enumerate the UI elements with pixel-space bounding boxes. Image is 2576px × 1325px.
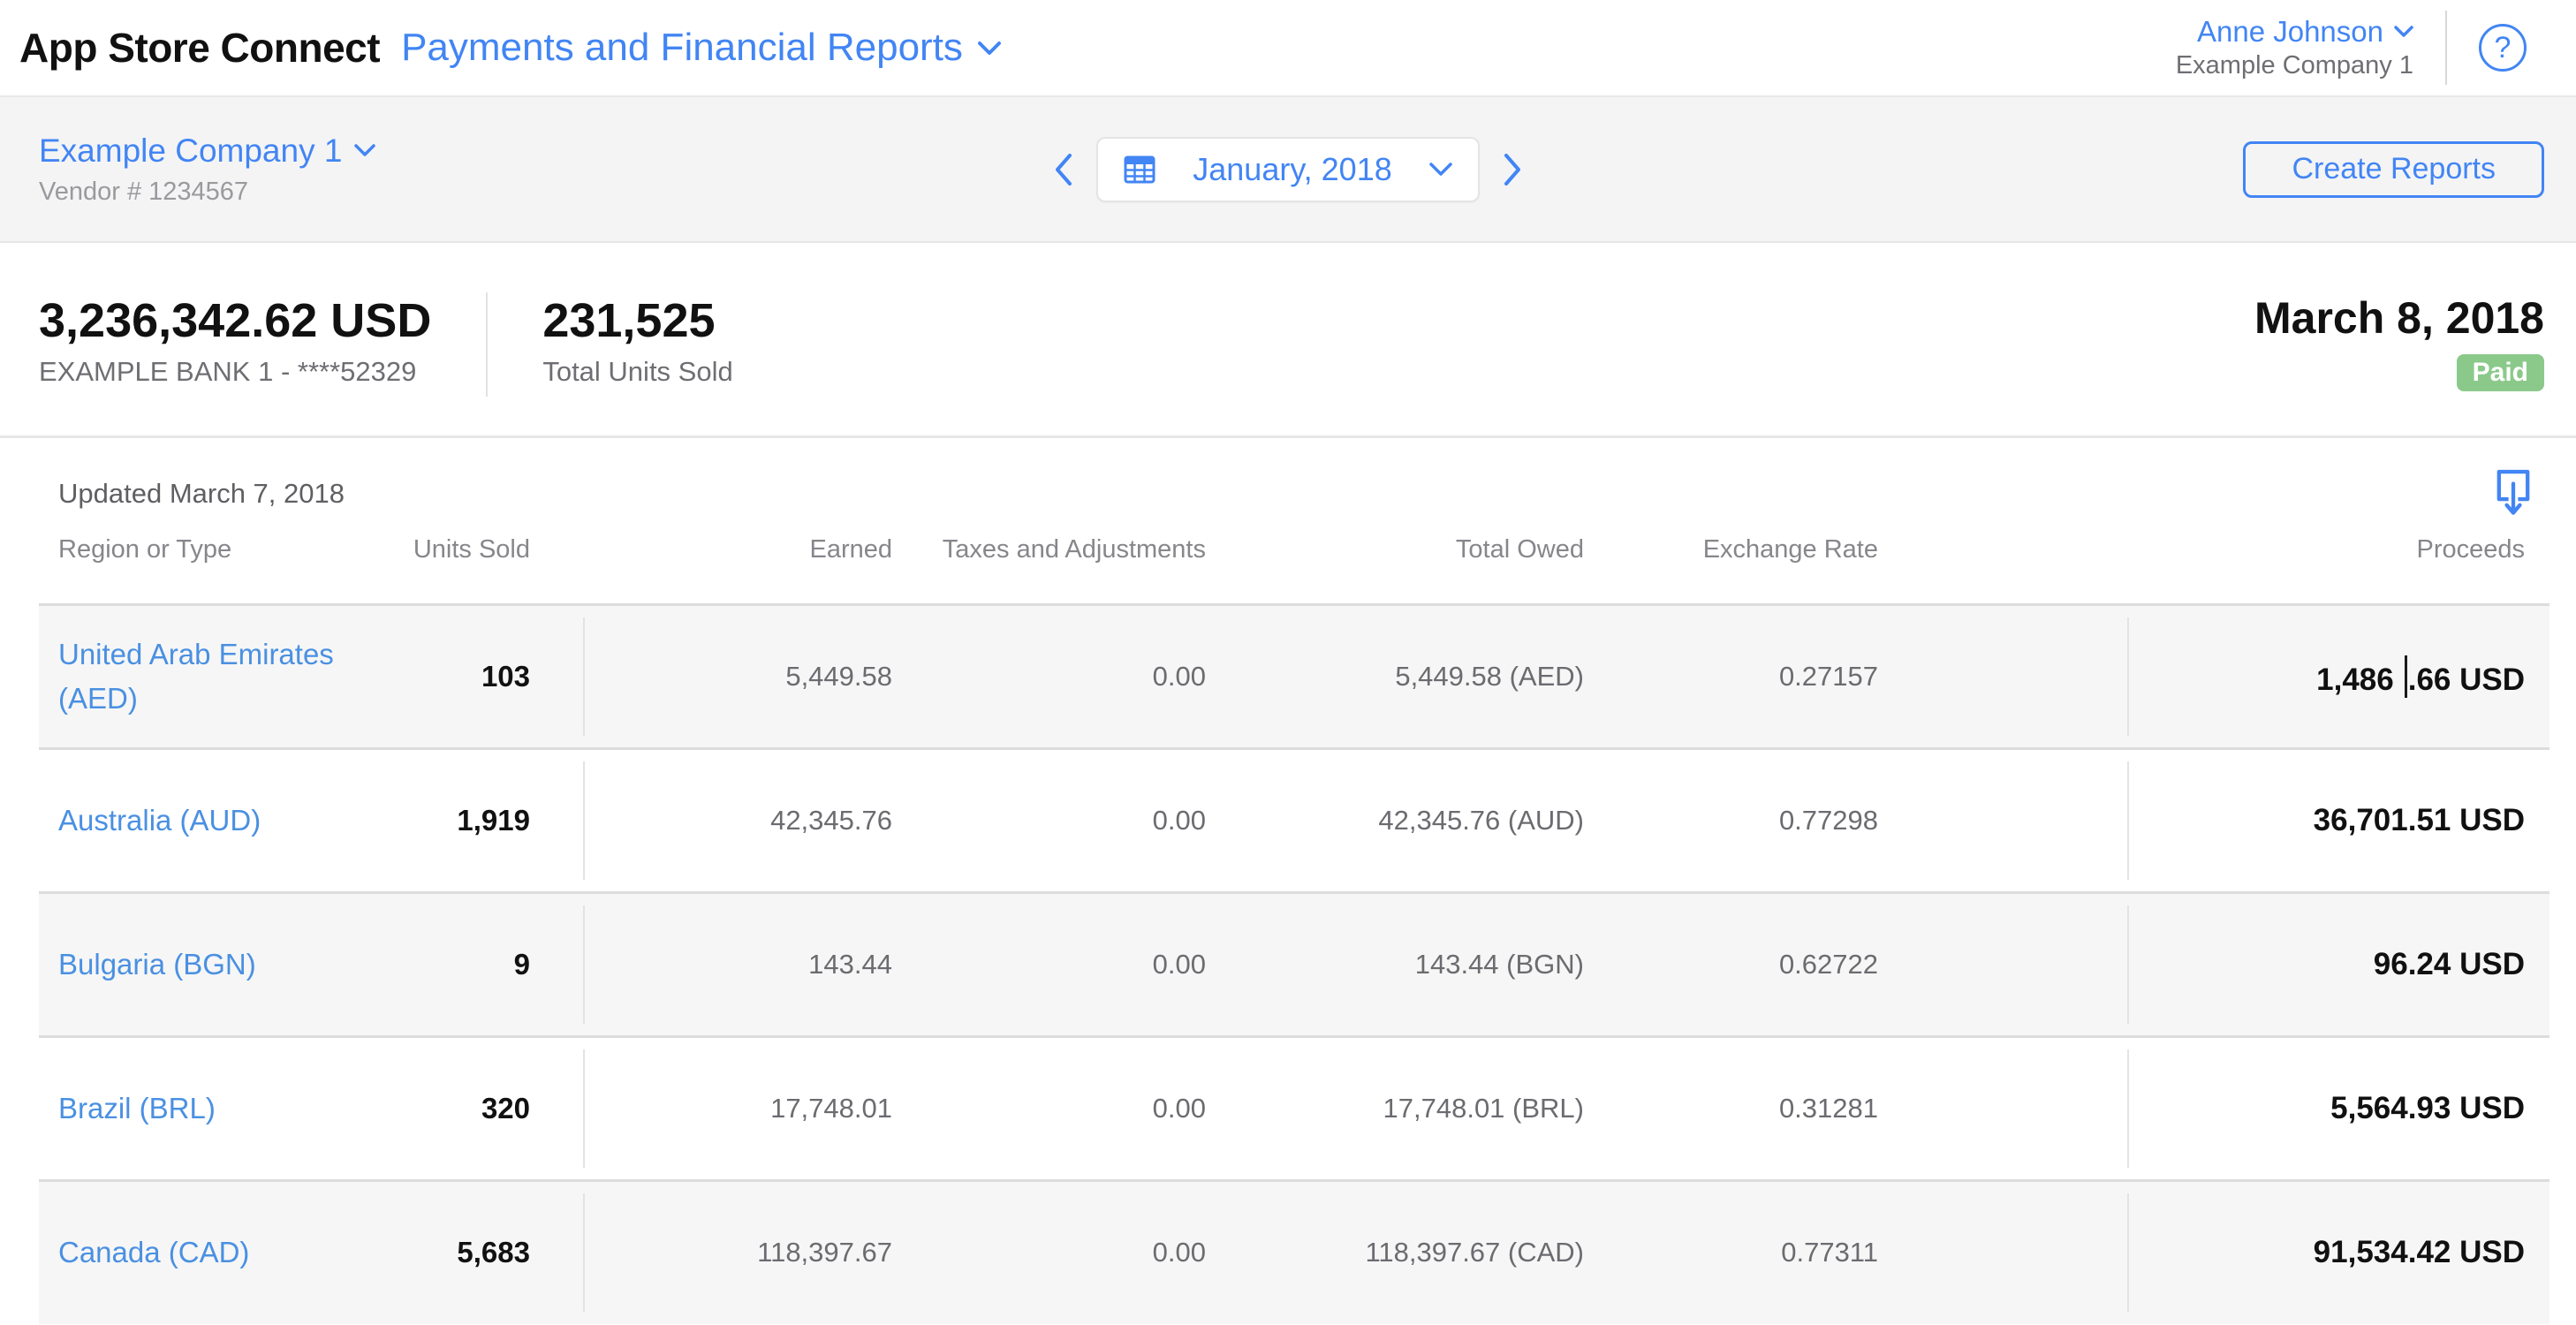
company-selector[interactable]: Example Company 1: [39, 132, 376, 169]
text-cursor-caret: [2404, 655, 2407, 698]
region-link[interactable]: Bulgaria (BGN): [58, 947, 256, 980]
total-owed-cell: 5,449.58 (AED): [1395, 660, 1584, 692]
column-header-total-owed: Total Owed: [1455, 534, 1584, 564]
units-sold-cell: 1,919: [457, 803, 530, 837]
bank-account: EXAMPLE BANK 1 - ****52329: [39, 356, 417, 387]
earned-cell: 17,748.01: [583, 1036, 892, 1180]
taxes-adjustments-cell: 0.00: [1152, 948, 1206, 980]
earned-cell: 42,345.76: [583, 748, 892, 892]
total-units-sold-label: Total Units Sold: [542, 356, 733, 387]
download-box-arrow-icon: [2496, 469, 2530, 515]
earned-cell: 5,449.58: [583, 604, 892, 748]
proceeds-cell: 91,534.42 USD: [2127, 1180, 2549, 1324]
create-reports-button[interactable]: Create Reports: [2243, 140, 2544, 198]
app-title: App Store Connect: [19, 25, 381, 71]
units-sold-cell: 103: [481, 659, 530, 693]
column-header-units-sold: Units Sold: [413, 534, 530, 564]
month-picker[interactable]: January, 2018: [1096, 136, 1480, 202]
payment-summary: 3,236,342.62 USD EXAMPLE BANK 1 - ****52…: [0, 243, 2576, 438]
top-navigation-bar: App Store Connect Payments and Financial…: [0, 0, 2576, 97]
table-row: Canada (CAD) 5,683 118,397.67 0.00 118,397.6…: [39, 1180, 2549, 1324]
report-table-header: Region or Type Units Sold Earned Taxes a…: [39, 519, 2549, 604]
report-toolbar: Example Company 1 Vendor # 1234567: [0, 97, 2576, 243]
chevron-down-icon: [977, 41, 1002, 56]
user-name: Anne Johnson: [2196, 15, 2383, 48]
report-table-body: United Arab Emirates (AED) 103 5,449.58 0.0…: [39, 604, 2549, 1324]
payment-amount: 3,236,342.62 USD: [39, 294, 432, 347]
proceeds-text-before-caret: 1,486: [2316, 662, 2394, 697]
region-cell: Canada (CAD): [39, 1180, 336, 1324]
column-header-earned: Earned: [809, 534, 892, 564]
region-cell: Australia (AUD): [39, 748, 336, 892]
previous-month-button[interactable]: [1054, 152, 1073, 187]
exchange-rate-cell: 0.31281: [1778, 1092, 1878, 1124]
earned-cell: 143.44: [583, 892, 892, 1036]
table-row: United Arab Emirates (AED) 103 5,449.58 0.0…: [39, 604, 2549, 748]
total-owed-cell: 17,748.01 (BRL): [1383, 1092, 1584, 1124]
user-company: Example Company 1: [2175, 51, 2413, 80]
exchange-rate-cell: 0.62722: [1778, 948, 1878, 980]
vendor-number: Vendor # 1234567: [39, 177, 249, 206]
section-dropdown-label: Payments and Financial Reports: [401, 26, 963, 69]
exchange-rate-cell: 0.27157: [1778, 660, 1878, 692]
exchange-rate-cell: 0.77298: [1778, 804, 1878, 836]
next-month-button[interactable]: [1503, 152, 1522, 187]
taxes-adjustments-cell: 0.00: [1152, 1237, 1206, 1268]
region-link[interactable]: United Arab Emirates (AED): [58, 637, 334, 715]
proceeds-cell: 36,701.51 USD: [2127, 748, 2549, 892]
region-link[interactable]: Canada (CAD): [58, 1236, 250, 1269]
chevron-down-icon: [2394, 26, 2413, 38]
company-block: Example Company 1 Vendor # 1234567: [39, 132, 376, 206]
proceeds-cell: 5,564.93 USD: [2127, 1036, 2549, 1180]
earned-cell: 118,397.67: [583, 1180, 892, 1324]
taxes-adjustments-cell: 0.00: [1152, 660, 1206, 692]
month-navigation: January, 2018: [0, 97, 2576, 241]
column-header-taxes: Taxes and Adjustments: [942, 534, 1206, 564]
total-owed-cell: 42,345.76 (AUD): [1378, 804, 1584, 836]
summary-divider: [486, 292, 489, 397]
download-report-button[interactable]: [2493, 468, 2534, 519]
column-header-proceeds: Proceeds: [2416, 534, 2525, 564]
proceeds-cell: 1,486 .66 USD: [2127, 604, 2549, 748]
payment-date: March 8, 2018: [2254, 293, 2544, 343]
company-selector-label: Example Company 1: [39, 132, 343, 169]
region-cell: United Arab Emirates (AED): [39, 604, 336, 748]
taxes-adjustments-cell: 0.00: [1152, 1092, 1206, 1124]
region-cell: Bulgaria (BGN): [39, 892, 336, 1036]
column-header-region: Region or Type: [58, 534, 232, 564]
total-owed-cell: 143.44 (BGN): [1414, 948, 1584, 980]
table-row: Brazil (BRL) 320 17,748.01 0.00 17,748.01 (B…: [39, 1036, 2549, 1180]
section-dropdown[interactable]: Payments and Financial Reports: [401, 26, 1002, 70]
exchange-rate-cell: 0.77311: [1781, 1237, 1878, 1268]
help-button[interactable]: ?: [2479, 24, 2527, 72]
units-sold-cell: 9: [513, 947, 530, 980]
region-cell: Brazil (BRL): [39, 1036, 336, 1180]
column-header-exchange-rate: Exchange Rate: [1702, 534, 1878, 564]
total-owed-cell: 118,397.67 (CAD): [1365, 1237, 1584, 1268]
units-sold-block: 231,525 Total Units Sold: [542, 292, 732, 388]
table-row: Australia (AUD) 1,919 42,345.76 0.00 42,345.…: [39, 748, 2549, 892]
region-link[interactable]: Australia (AUD): [58, 803, 261, 837]
units-sold-cell: 320: [481, 1091, 530, 1124]
updated-timestamp: Updated March 7, 2018: [58, 478, 345, 509]
table-row: Bulgaria (BGN) 9 143.44 0.00 143.44 (BGN) 0.6…: [39, 892, 2549, 1036]
chevron-down-icon: [1428, 162, 1453, 177]
chevron-down-icon: [354, 143, 376, 157]
proceeds-cell: 96.24 USD: [2127, 892, 2549, 1036]
table-meta-row: Updated March 7, 2018: [0, 438, 2576, 519]
question-mark-icon: ?: [2494, 30, 2512, 64]
total-units-sold-value: 231,525: [542, 294, 716, 347]
status-badge: Paid: [2456, 354, 2544, 391]
financial-report-table: Region or Type Units Sold Earned Taxes a…: [39, 519, 2549, 1324]
taxes-adjustments-cell: 0.00: [1152, 804, 1206, 836]
month-picker-value: January, 2018: [1193, 150, 1392, 187]
calendar-icon: [1123, 153, 1156, 186]
region-link[interactable]: Brazil (BRL): [58, 1091, 216, 1124]
payment-amount-block: 3,236,342.62 USD EXAMPLE BANK 1 - ****52…: [39, 292, 431, 388]
payment-date-block: March 8, 2018 Paid: [2254, 292, 2544, 391]
user-menu[interactable]: Anne Johnson Example Company 1: [2176, 14, 2413, 81]
topnav-divider: [2445, 11, 2447, 85]
proceeds-text-after-caret: .66 USD: [2407, 662, 2525, 697]
units-sold-cell: 5,683: [457, 1236, 530, 1269]
